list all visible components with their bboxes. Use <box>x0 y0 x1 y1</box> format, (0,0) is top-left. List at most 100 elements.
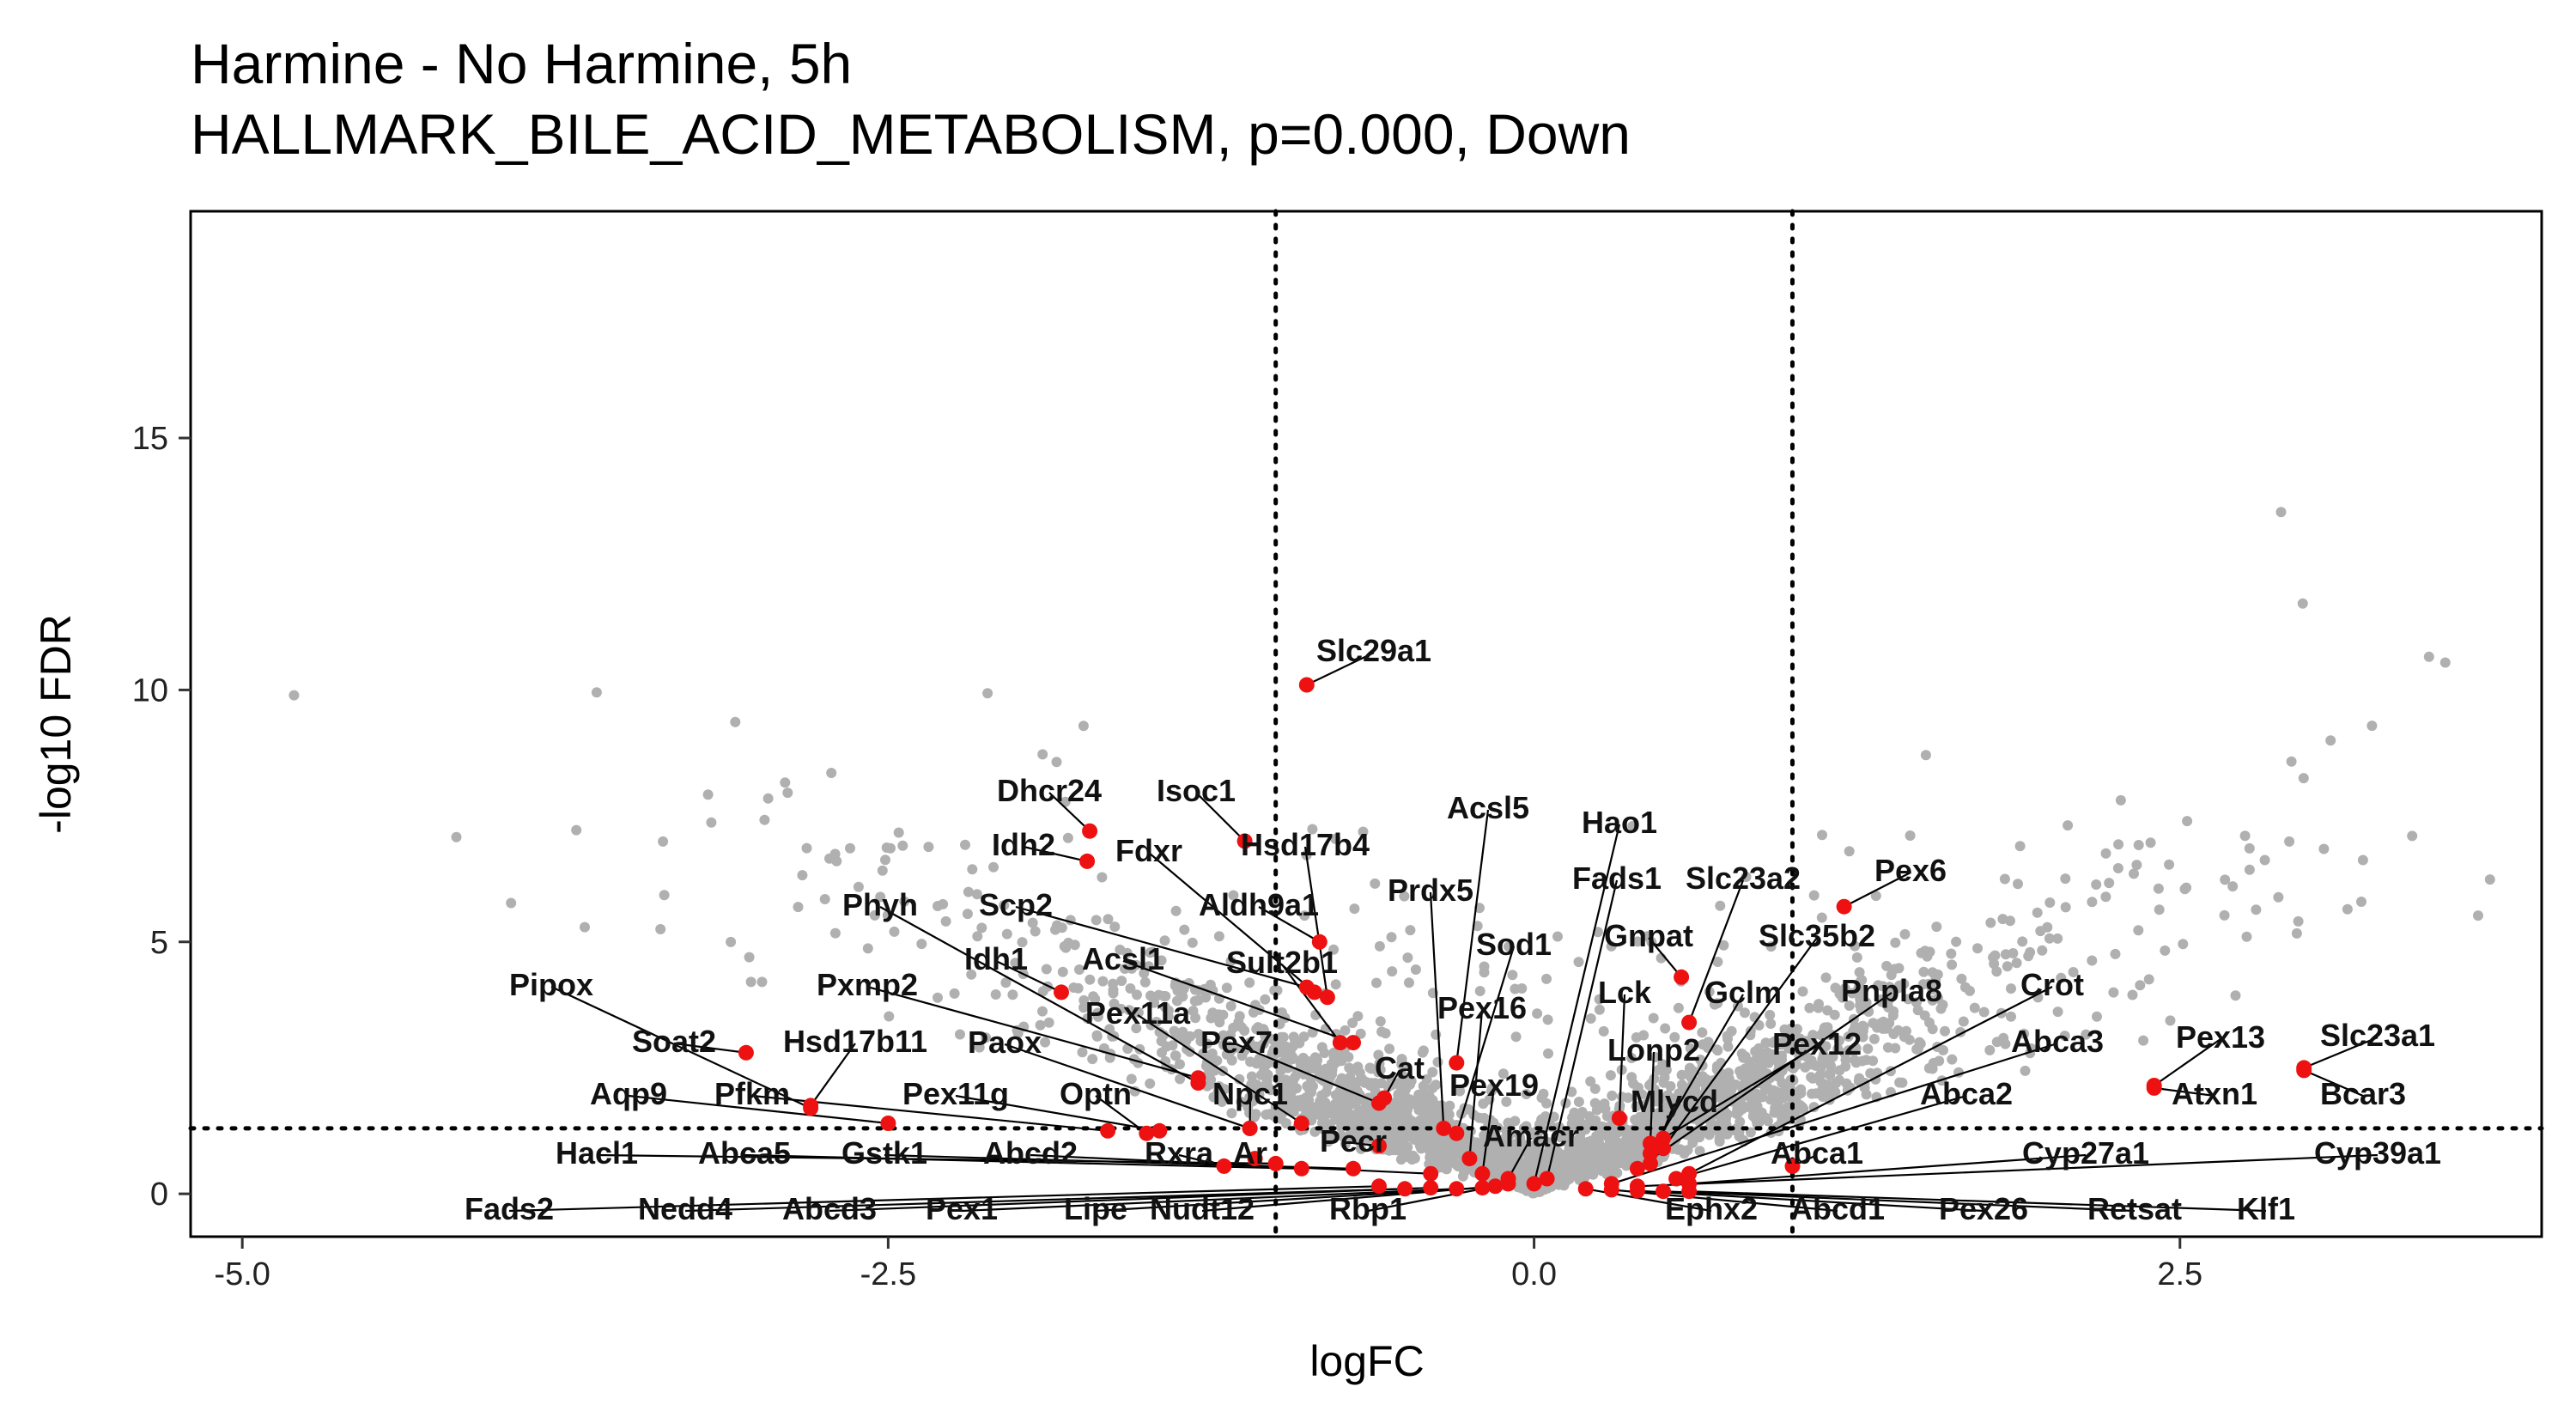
gene-point <box>1395 1110 1406 1122</box>
gene-point <box>1260 994 1271 1005</box>
gene-point <box>1712 1084 1723 1095</box>
gene-point <box>2037 945 2048 956</box>
gene-point <box>1451 1159 1462 1171</box>
gene-label: Acsl1 <box>1082 941 1164 976</box>
gene-point <box>933 901 943 911</box>
label-leader-line <box>508 1185 1380 1213</box>
gene-point <box>2087 897 2098 908</box>
gene-point <box>1139 976 1151 988</box>
label-leader-line <box>1611 1189 1838 1213</box>
gene-point <box>1897 1077 1908 1088</box>
gene-point <box>1103 914 1114 925</box>
gene-point <box>1628 1078 1639 1089</box>
label-leader-line <box>1637 1153 2379 1188</box>
gene-point <box>1364 1117 1376 1128</box>
gene-point <box>862 943 873 954</box>
gene-point <box>1594 994 1605 1005</box>
label-leader-line <box>2154 1086 2215 1098</box>
gene-point <box>1399 891 1410 902</box>
gene-point <box>1322 1108 1334 1119</box>
gene-point <box>1339 1104 1350 1116</box>
gene-point <box>826 768 837 778</box>
label-leader-line <box>829 1187 1431 1213</box>
label-leader-line <box>1023 845 1088 862</box>
label-leader-line <box>1095 1187 1483 1213</box>
gene-point <box>1037 749 1048 760</box>
gene-set-point <box>1242 1120 1258 1136</box>
gene-point <box>1384 1043 1395 1055</box>
gene-point <box>1248 1041 1259 1052</box>
gene-point <box>1510 1031 1522 1043</box>
gene-point <box>759 814 770 825</box>
gene-set-point <box>1423 1165 1439 1182</box>
gene-point <box>1862 1043 1874 1055</box>
gene-point <box>1400 1073 1412 1084</box>
gene-point <box>1692 1110 1704 1120</box>
gene-point <box>1078 721 1089 732</box>
gene-point <box>1820 972 1832 983</box>
gene-point <box>1087 1054 1098 1065</box>
gene-point <box>960 839 970 850</box>
gene-point <box>1585 1013 1596 1024</box>
gene-point <box>2063 820 2074 831</box>
gene-point <box>1927 967 1938 978</box>
gene-set-point <box>1376 1090 1393 1106</box>
gene-point <box>1940 1025 1950 1037</box>
gene-point <box>1126 1073 1137 1085</box>
label-leader-line <box>1015 905 1308 988</box>
gene-set-point <box>1449 1055 1465 1071</box>
gene-point <box>1236 1022 1247 1033</box>
gene-set-point <box>1247 1151 1263 1167</box>
gene-label: Prdx5 <box>1388 873 1473 908</box>
label-leader-line <box>1281 964 1341 1043</box>
gene-point <box>1868 1033 1880 1044</box>
gene-point <box>1201 1038 1212 1049</box>
gene-set-point <box>1151 1122 1168 1139</box>
gene-point <box>2239 830 2251 842</box>
gene-label: Hacl1 <box>556 1135 638 1171</box>
gene-point <box>2273 891 2284 903</box>
gene-label: Pex7 <box>1200 1025 1273 1060</box>
gene-point <box>916 939 927 950</box>
gene-point <box>2052 1006 2063 1018</box>
gene-point <box>1228 890 1239 901</box>
gene-point <box>1504 941 1514 952</box>
gene-set-point <box>1054 984 1069 1000</box>
gene-point <box>2108 987 2119 998</box>
gene-set-point <box>1449 1181 1465 1197</box>
gene-point <box>1030 926 1041 937</box>
gene-point <box>2100 848 2111 859</box>
gene-point <box>702 789 714 800</box>
gene-point <box>1463 1104 1474 1115</box>
gene-point <box>2104 878 2115 889</box>
gene-point <box>1116 976 1127 987</box>
gene-point <box>1873 980 1884 991</box>
gene-point <box>1319 1116 1330 1128</box>
gene-label: Gnpat <box>1604 918 1693 953</box>
gene-label: Pipox <box>509 967 593 1002</box>
gene-point <box>1861 1055 1872 1066</box>
gene-point <box>2113 839 2124 850</box>
gene-label: Ephx2 <box>1665 1191 1758 1226</box>
gene-point <box>2473 910 2483 921</box>
gene-point <box>1920 946 1930 957</box>
gene-point <box>1585 1076 1596 1087</box>
gene-point <box>1601 1152 1612 1163</box>
gene-point <box>1536 1092 1547 1104</box>
gene-label: Hsd17b4 <box>1241 827 1370 862</box>
gene-point <box>1989 958 2000 970</box>
gene-point <box>1917 979 1929 990</box>
gene-point <box>1685 1043 1696 1054</box>
gene-point <box>580 921 590 933</box>
gene-label: Paox <box>968 1025 1042 1060</box>
gene-point <box>1899 1031 1910 1043</box>
gene-point <box>2068 967 2079 977</box>
label-leader-line <box>1481 1086 1496 1174</box>
gene-set-point <box>1461 1151 1478 1167</box>
gene-point <box>1037 986 1048 997</box>
gene-point <box>1829 1009 1840 1020</box>
gene-point <box>655 924 666 934</box>
gene-point <box>726 936 737 947</box>
gene-point <box>1261 1075 1273 1086</box>
gene-point <box>1920 750 1931 761</box>
